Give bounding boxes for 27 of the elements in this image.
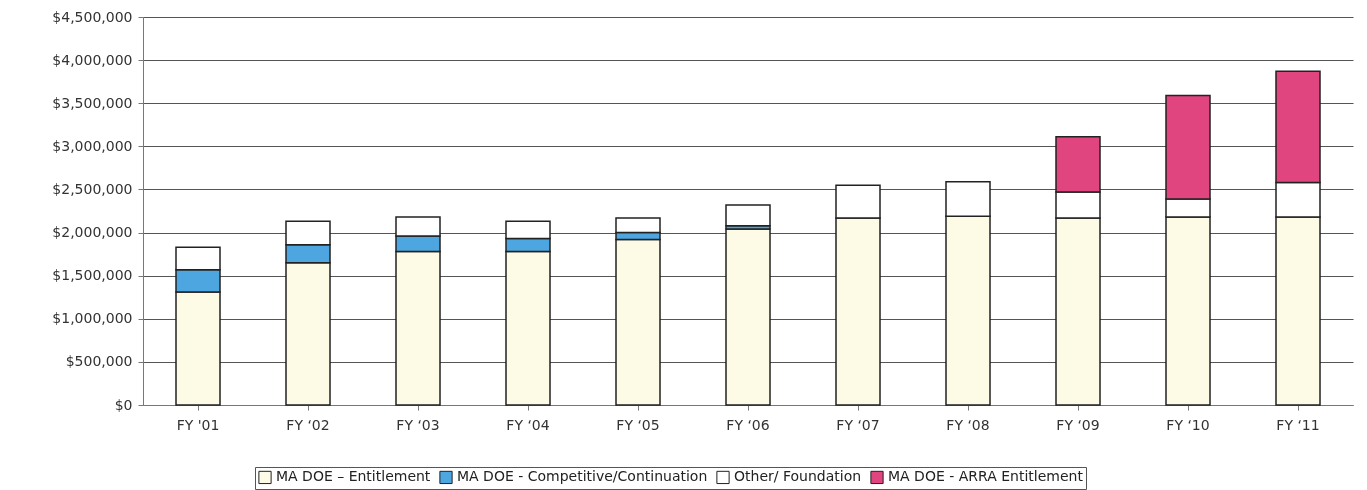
y-tick-label: $1,000,000 [52,310,133,327]
y-tick-label: $2,000,000 [52,224,133,241]
y-tick-label: $1,500,000 [52,267,133,284]
x-tick-label: FY ‘04 [506,416,550,433]
x-tick-label: FY ‘02 [286,416,330,433]
x-tick-label: FY ‘06 [726,416,770,433]
x-tick-label: FY ‘09 [1056,416,1100,433]
y-tick-label: $0 [114,396,133,413]
x-tick-label: FY ‘03 [396,416,440,433]
y-tick-label: $4,500,000 [52,8,133,25]
legend-label: MA DOE – Entitlement [276,468,431,485]
legend-label: MA DOE - Competitive/Continuation [457,468,708,485]
legend-label: MA DOE - ARRA Entitlement [888,468,1084,485]
bar [725,204,771,227]
y-tick-label: $500,000 [65,353,133,370]
x-tick-label: FY ‘05 [616,416,660,433]
y-tick-label: $4,000,000 [52,51,133,68]
bar [725,228,771,406]
x-tick-label: FY '01 [176,416,220,433]
x-tick-label: FY ‘11 [1276,416,1320,433]
x-tick-label: FY ‘08 [946,416,990,433]
x-tick-label: FY ‘07 [836,416,880,433]
y-tick-label: $2,500,000 [52,180,133,197]
legend-label: Other/ Foundation [734,468,862,485]
x-tick-label: FY ‘10 [1166,416,1210,433]
y-tick-label: $3,500,000 [52,94,133,111]
y-tick-label: $3,000,000 [52,137,133,154]
